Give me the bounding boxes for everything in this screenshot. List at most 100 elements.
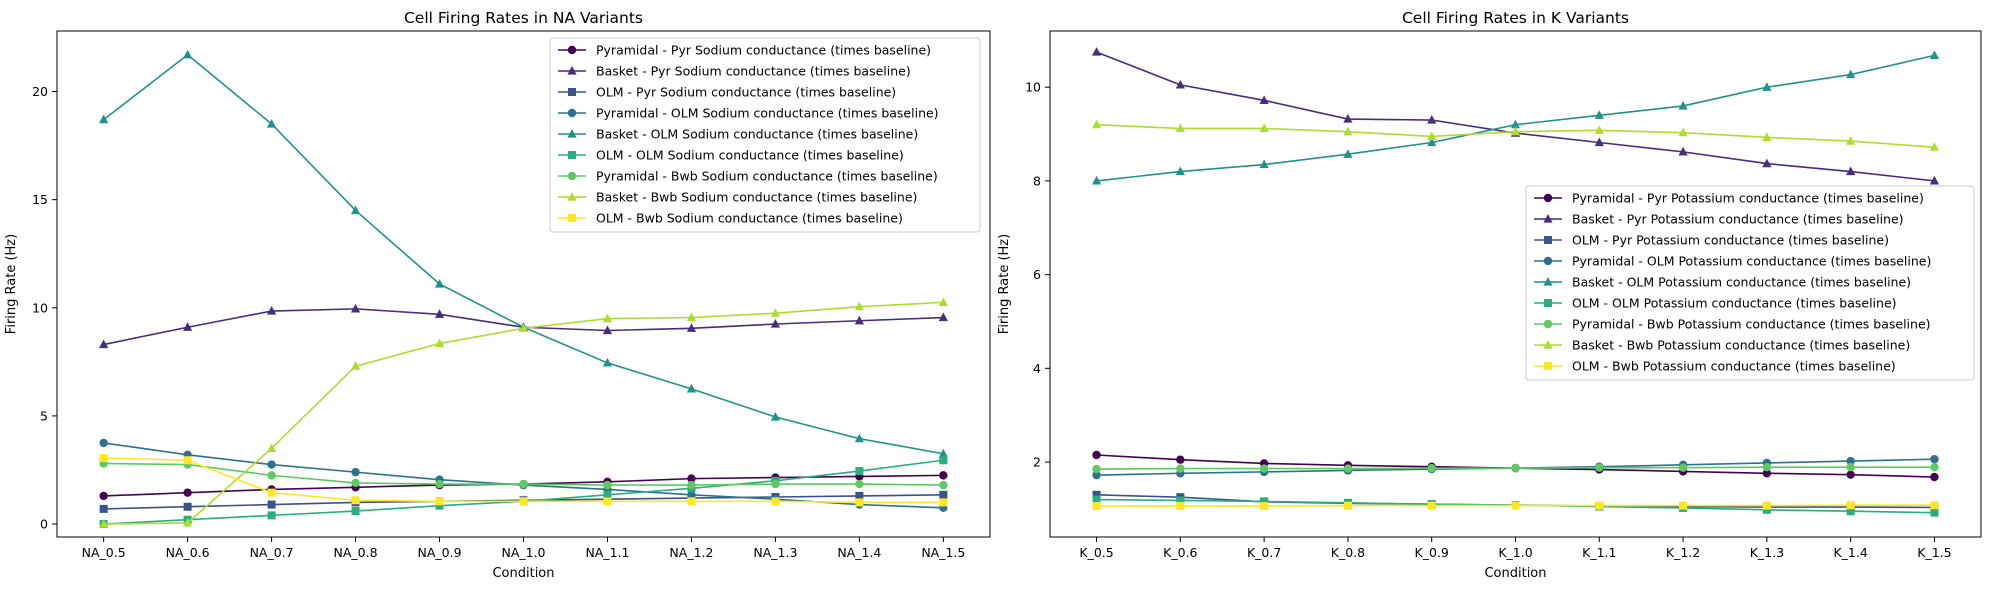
data-point: [1930, 472, 1939, 482]
data-point: [686, 312, 697, 322]
y-tick-label: 2: [1033, 455, 1041, 470]
data-point: [686, 323, 697, 332]
data-point: [1594, 110, 1604, 119]
data-point: [183, 502, 192, 511]
legend-label: Pyramidal - OLM Sodium conductance (time…: [596, 106, 939, 121]
legend-1: Pyramidal - Pyr Potassium conductance (t…: [1525, 185, 1975, 381]
data-point: [99, 339, 109, 349]
legend-label: Pyramidal - Pyr Sodium conductance (time…: [596, 43, 931, 58]
x-tick-label: K_1.4: [1833, 545, 1867, 560]
data-point: [854, 301, 864, 311]
data-point: [1595, 501, 1604, 510]
data-point: [183, 322, 193, 331]
data-point: [183, 49, 193, 59]
data-point: [770, 319, 781, 328]
data-point: [1930, 462, 1939, 472]
legend-marker: [1543, 256, 1553, 266]
legend-item: OLM - OLM Potassium conductance (times b…: [1534, 296, 1897, 311]
data-point: [1678, 127, 1688, 137]
legend-item: OLM - Pyr Sodium conductance (times base…: [558, 85, 896, 100]
x-tick-label: K_1.0: [1498, 545, 1532, 560]
data-point: [1176, 464, 1185, 473]
data-point: [1929, 50, 1940, 59]
data-point: [519, 497, 528, 506]
data-point: [1427, 115, 1437, 124]
data-point: [99, 504, 108, 513]
data-point: [854, 315, 864, 325]
legend-item: OLM - Bwb Sodium conductance (times base…: [558, 211, 903, 226]
data-point: [1092, 464, 1101, 474]
data-point: [1510, 119, 1521, 129]
legend-item: Basket - Pyr Sodium conductance (times b…: [558, 64, 911, 79]
data-point: [1427, 131, 1437, 141]
data-point: [350, 361, 361, 370]
data-point: [519, 479, 528, 489]
chart-title-0: Cell Firing Rates in NA Variants: [404, 9, 643, 27]
data-point: [518, 323, 529, 332]
data-point: [1427, 137, 1437, 147]
legend-item: Basket - Bwb Sodium conductance (times b…: [558, 190, 917, 205]
legend-item: Pyramidal - Pyr Potassium conductance (t…: [1534, 191, 1924, 206]
x-tick-label: NA_1.0: [501, 545, 545, 560]
x-tick-label: NA_0.7: [250, 545, 294, 560]
data-point: [771, 497, 780, 506]
x-tick-label: K_1.3: [1750, 545, 1784, 560]
x-tick-label: K_0.8: [1331, 545, 1365, 560]
series-8: [1092, 501, 1939, 511]
data-point: [1175, 79, 1185, 89]
legend-label: Pyramidal - Bwb Sodium conductance (time…: [596, 169, 938, 184]
legend-marker: [1543, 340, 1553, 349]
data-point: [1929, 142, 1940, 151]
legend-label: Pyramidal - Bwb Potassium conductance (t…: [1572, 317, 1931, 332]
data-point: [770, 411, 781, 421]
legend-item: OLM - Pyr Potassium conductance (times b…: [1534, 233, 1889, 248]
data-point: [939, 471, 948, 480]
legend-item: Basket - OLM Potassium conductance (time…: [1534, 275, 1911, 290]
data-point: [1511, 501, 1520, 510]
series-7: [1091, 119, 1940, 151]
data-point: [267, 471, 276, 480]
legend-marker: [568, 151, 576, 159]
series-8: [99, 454, 948, 507]
data-point: [1427, 463, 1436, 473]
data-point: [770, 308, 781, 317]
series-5: [99, 456, 948, 529]
data-point: [687, 497, 696, 506]
data-point: [99, 114, 109, 124]
data-point: [1343, 126, 1353, 136]
data-point: [1594, 137, 1604, 147]
legend-marker: [1544, 236, 1552, 244]
data-point: [267, 460, 276, 469]
data-point: [1092, 495, 1101, 504]
data-point: [855, 491, 864, 500]
data-point: [350, 303, 361, 313]
legend-marker: [567, 171, 577, 181]
data-point: [1762, 469, 1772, 478]
data-point: [1594, 125, 1604, 134]
series-7: [99, 297, 948, 528]
legend-0: Pyramidal - Pyr Sodium conductance (time…: [549, 37, 981, 233]
data-point: [1678, 100, 1688, 110]
x-axis-label: Condition: [1484, 566, 1546, 581]
data-point: [1679, 501, 1688, 510]
data-point: [603, 497, 612, 506]
data-point: [938, 312, 948, 322]
legend-label: Basket - Bwb Potassium conductance (time…: [1572, 338, 1910, 353]
y-axis-label: Firing Rate (Hz): [997, 234, 1012, 334]
data-point: [1260, 502, 1269, 511]
legend-label: Basket - Bwb Sodium conductance (times b…: [596, 190, 917, 205]
data-point: [1595, 463, 1604, 472]
data-point: [1176, 496, 1185, 505]
legend-marker: [567, 108, 577, 118]
data-point: [1343, 501, 1352, 510]
data-point: [183, 488, 192, 497]
x-tick-label: K_0.5: [1079, 545, 1113, 560]
data-point: [351, 478, 360, 488]
data-point: [99, 454, 108, 463]
data-point: [183, 456, 192, 465]
data-point: [351, 496, 360, 505]
data-point: [99, 519, 109, 528]
data-point: [939, 498, 948, 507]
data-point: [855, 498, 864, 507]
